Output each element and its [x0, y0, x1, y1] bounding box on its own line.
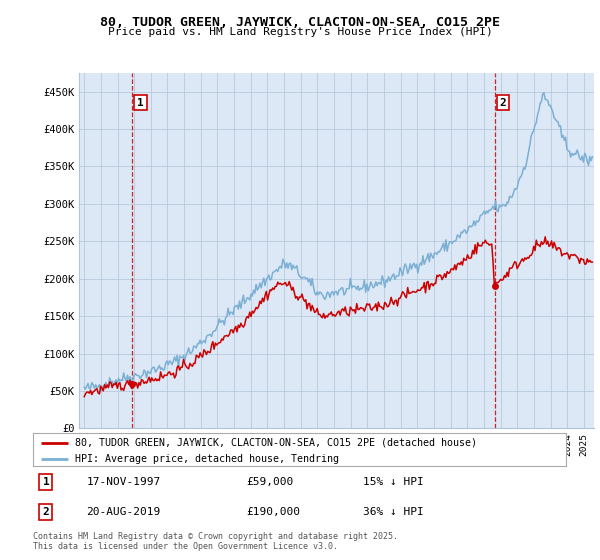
Text: 36% ↓ HPI: 36% ↓ HPI: [364, 507, 424, 517]
Text: 80, TUDOR GREEN, JAYWICK, CLACTON-ON-SEA, CO15 2PE: 80, TUDOR GREEN, JAYWICK, CLACTON-ON-SEA…: [100, 16, 500, 29]
Text: £59,000: £59,000: [246, 477, 293, 487]
Text: 20-AUG-2019: 20-AUG-2019: [86, 507, 161, 517]
Text: 1: 1: [43, 477, 49, 487]
Text: 15% ↓ HPI: 15% ↓ HPI: [364, 477, 424, 487]
Text: 1: 1: [137, 97, 144, 108]
Text: 2: 2: [500, 97, 506, 108]
Text: Contains HM Land Registry data © Crown copyright and database right 2025.
This d: Contains HM Land Registry data © Crown c…: [33, 532, 398, 552]
Text: £190,000: £190,000: [246, 507, 300, 517]
Text: HPI: Average price, detached house, Tendring: HPI: Average price, detached house, Tend…: [74, 454, 338, 464]
Text: Price paid vs. HM Land Registry's House Price Index (HPI): Price paid vs. HM Land Registry's House …: [107, 27, 493, 38]
Text: 2: 2: [43, 507, 49, 517]
Text: 17-NOV-1997: 17-NOV-1997: [86, 477, 161, 487]
Text: 80, TUDOR GREEN, JAYWICK, CLACTON-ON-SEA, CO15 2PE (detached house): 80, TUDOR GREEN, JAYWICK, CLACTON-ON-SEA…: [74, 437, 476, 447]
